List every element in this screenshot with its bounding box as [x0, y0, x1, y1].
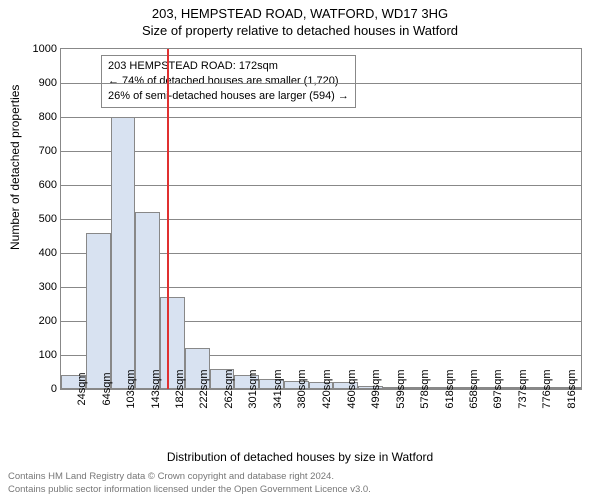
gridline [61, 185, 581, 186]
y-tick-label: 500 [23, 213, 57, 225]
x-tick-label: 103sqm [125, 369, 137, 408]
callout-line-1: 203 HEMPSTEAD ROAD: 172sqm [108, 59, 349, 74]
x-tick-label: 222sqm [198, 369, 210, 408]
gridline [61, 117, 581, 118]
x-tick-label: 182sqm [174, 369, 186, 408]
x-tick-label: 539sqm [395, 369, 407, 408]
x-tick-label: 618sqm [444, 369, 456, 408]
title-main: 203, HEMPSTEAD ROAD, WATFORD, WD17 3HG [0, 0, 600, 21]
x-tick-label: 578sqm [419, 369, 431, 408]
x-tick-label: 64sqm [101, 372, 113, 405]
y-tick-label: 200 [23, 315, 57, 327]
x-tick-label: 420sqm [321, 369, 333, 408]
y-tick-label: 300 [23, 281, 57, 293]
y-axis-label: Number of detached properties [8, 85, 22, 250]
x-tick-label: 697sqm [492, 369, 504, 408]
x-tick-label: 301sqm [247, 369, 259, 408]
footer-attribution: Contains HM Land Registry data © Crown c… [8, 471, 592, 496]
y-tick-label: 700 [23, 145, 57, 157]
reference-line [167, 49, 169, 389]
gridline [61, 83, 581, 84]
x-tick-label: 737sqm [517, 369, 529, 408]
x-tick-label: 341sqm [272, 369, 284, 408]
histogram-bar [111, 117, 136, 389]
callout-line-3: 26% of semi-detached houses are larger (… [108, 89, 349, 104]
y-tick-label: 100 [23, 349, 57, 361]
y-tick-label: 900 [23, 77, 57, 89]
y-tick-label: 600 [23, 179, 57, 191]
callout-box: 203 HEMPSTEAD ROAD: 172sqm ← 74% of deta… [101, 55, 356, 108]
histogram-bar [135, 212, 160, 389]
x-tick-label: 499sqm [370, 369, 382, 408]
title-sub: Size of property relative to detached ho… [0, 21, 600, 38]
x-tick-label: 143sqm [150, 369, 162, 408]
x-tick-label: 380sqm [296, 369, 308, 408]
x-tick-label: 658sqm [468, 369, 480, 408]
gridline [61, 151, 581, 152]
x-tick-label: 24sqm [76, 372, 88, 405]
footer-line-1: Contains HM Land Registry data © Crown c… [8, 471, 592, 483]
callout-line-2: ← 74% of detached houses are smaller (1,… [108, 74, 349, 89]
footer-line-2: Contains public sector information licen… [8, 484, 592, 496]
y-tick-label: 400 [23, 247, 57, 259]
histogram-bar [86, 233, 111, 389]
y-tick-label: 800 [23, 111, 57, 123]
x-tick-label: 262sqm [223, 369, 235, 408]
histogram-plot: 203 HEMPSTEAD ROAD: 172sqm ← 74% of deta… [60, 48, 582, 390]
x-axis-label: Distribution of detached houses by size … [0, 450, 600, 464]
y-tick-label: 1000 [23, 43, 57, 55]
y-tick-label: 0 [23, 383, 57, 395]
x-tick-label: 816sqm [566, 369, 578, 408]
x-tick-label: 776sqm [541, 369, 553, 408]
x-tick-label: 460sqm [346, 369, 358, 408]
